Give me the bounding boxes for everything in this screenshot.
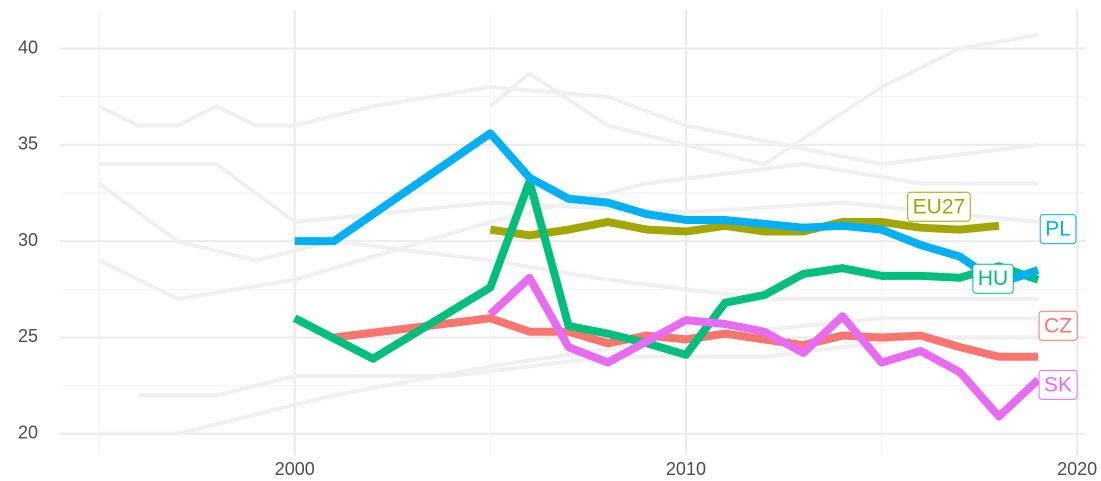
series-label: SK xyxy=(1038,369,1078,400)
series-line xyxy=(489,217,1000,240)
series-line xyxy=(487,273,1041,421)
series-label: CZ xyxy=(1038,310,1078,341)
y-tick-label: 35 xyxy=(18,134,38,154)
series-line xyxy=(333,314,1039,361)
series-label-text: PL xyxy=(1045,218,1071,241)
y-tick-label: 25 xyxy=(18,326,38,346)
background-line xyxy=(99,162,1039,224)
background-line xyxy=(97,181,1039,301)
series-label-text: CZ xyxy=(1044,314,1072,337)
series-label: HU xyxy=(972,263,1014,294)
label-box xyxy=(1038,310,1078,341)
series-label-text: EU27 xyxy=(913,195,966,218)
series-label: PL xyxy=(1039,214,1077,245)
x-tick-label: 2000 xyxy=(275,459,315,479)
background-line xyxy=(138,335,1039,398)
y-tick-label: 30 xyxy=(18,230,38,250)
label-box xyxy=(972,263,1014,294)
x-tick-label: 2020 xyxy=(1057,459,1097,479)
y-tick-label: 40 xyxy=(18,37,38,57)
label-box xyxy=(1038,369,1078,400)
series-line xyxy=(294,129,1040,288)
series-line xyxy=(292,177,1040,363)
series-label-text: SK xyxy=(1044,373,1072,396)
series-label-text: HU xyxy=(978,267,1008,290)
label-box xyxy=(1039,214,1077,245)
series-label: EU27 xyxy=(907,191,971,222)
y-tick-label: 20 xyxy=(18,423,38,443)
x-tick-label: 2010 xyxy=(666,459,706,479)
background-line xyxy=(489,33,1039,167)
background-line xyxy=(98,85,1039,167)
label-box xyxy=(907,191,971,222)
